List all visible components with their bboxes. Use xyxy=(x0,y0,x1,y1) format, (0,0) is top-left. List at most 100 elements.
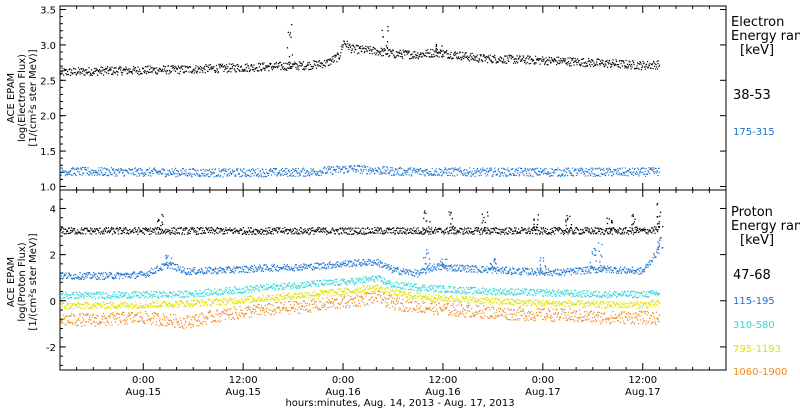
data-point xyxy=(288,67,290,70)
data-point xyxy=(301,231,303,233)
data-point xyxy=(482,230,484,232)
data-point xyxy=(492,231,494,233)
data-point xyxy=(283,62,285,64)
data-point xyxy=(347,233,349,235)
data-point xyxy=(402,57,404,59)
data-point xyxy=(62,276,65,278)
data-point xyxy=(406,269,408,271)
data-point xyxy=(635,173,637,175)
data-point xyxy=(370,169,372,171)
data-point xyxy=(355,171,357,173)
data-point xyxy=(109,229,112,232)
data-point xyxy=(177,72,179,74)
data-point xyxy=(145,227,148,230)
data-point xyxy=(451,167,453,169)
data-point xyxy=(657,63,659,65)
data-point xyxy=(284,267,286,269)
data-point-spike xyxy=(158,227,161,230)
data-point xyxy=(227,66,229,68)
data-point xyxy=(624,67,626,69)
data-point xyxy=(605,228,607,230)
data-point xyxy=(646,229,649,231)
data-point xyxy=(509,56,511,58)
data-point xyxy=(158,228,161,231)
data-point xyxy=(148,233,151,235)
data-point xyxy=(651,169,654,171)
data-point xyxy=(642,228,644,231)
data-point xyxy=(189,230,192,233)
data-point xyxy=(367,170,369,173)
data-point xyxy=(349,230,351,232)
data-point xyxy=(483,228,485,230)
data-point xyxy=(322,267,324,269)
data-point xyxy=(93,275,95,277)
data-point xyxy=(579,233,581,235)
data-point xyxy=(535,62,537,64)
data-point xyxy=(204,68,206,71)
data-point xyxy=(595,61,598,63)
data-point xyxy=(630,68,632,70)
data-point-spike xyxy=(487,215,489,217)
data-point xyxy=(415,53,417,56)
data-point xyxy=(456,229,458,231)
data-point xyxy=(431,56,433,58)
data-point xyxy=(571,229,573,231)
data-point xyxy=(322,228,324,230)
data-point xyxy=(250,175,252,178)
data-point xyxy=(261,62,263,64)
data-point-spike xyxy=(537,214,540,216)
data-point xyxy=(466,231,468,233)
data-point xyxy=(472,174,474,176)
data-point xyxy=(208,271,211,273)
data-point-spike xyxy=(658,222,660,225)
data-point xyxy=(331,267,333,269)
data-point xyxy=(424,269,426,271)
data-point xyxy=(443,172,445,174)
data-point xyxy=(69,171,71,173)
data-point xyxy=(641,230,644,232)
data-point xyxy=(265,168,267,171)
data-point xyxy=(590,227,593,229)
data-point xyxy=(232,232,234,234)
data-point-spike xyxy=(288,63,290,66)
data-point xyxy=(467,173,469,175)
data-point xyxy=(348,266,350,268)
data-point xyxy=(543,170,545,172)
data-point xyxy=(280,64,282,67)
data-point xyxy=(154,227,157,229)
data-point xyxy=(91,174,93,176)
data-point xyxy=(522,230,524,232)
data-point xyxy=(657,229,659,231)
data-point xyxy=(217,272,220,275)
data-point xyxy=(261,168,263,170)
data-point xyxy=(449,168,451,170)
data-point xyxy=(153,272,155,275)
data-point xyxy=(376,170,378,172)
data-point xyxy=(433,266,435,268)
data-point xyxy=(253,170,256,172)
data-point xyxy=(198,229,201,231)
data-point xyxy=(228,267,231,269)
data-point xyxy=(197,233,200,235)
data-point xyxy=(85,274,87,276)
data-point xyxy=(461,269,463,272)
data-point xyxy=(355,230,357,232)
data-point xyxy=(545,172,547,174)
data-point xyxy=(510,269,512,271)
data-point xyxy=(269,270,271,272)
data-point xyxy=(94,276,97,278)
data-point xyxy=(440,264,442,266)
data-point xyxy=(66,70,69,73)
data-point xyxy=(377,166,379,169)
data-point xyxy=(420,271,422,274)
data-point xyxy=(333,166,335,168)
data-point xyxy=(199,227,202,229)
data-point xyxy=(172,262,175,265)
data-point xyxy=(316,170,318,173)
data-point xyxy=(163,169,166,172)
data-point xyxy=(520,271,522,273)
data-point xyxy=(458,171,460,173)
data-point xyxy=(349,228,351,230)
